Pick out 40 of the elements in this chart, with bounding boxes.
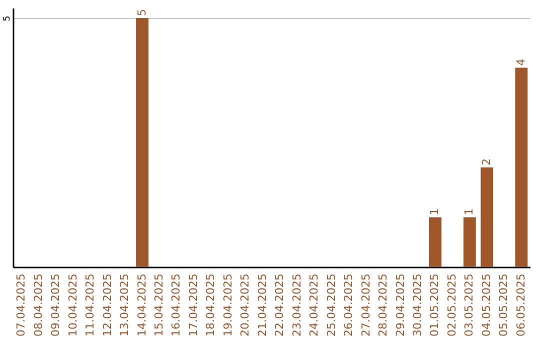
bar xyxy=(480,167,494,267)
data-label: 5 xyxy=(135,8,148,16)
x-tick-label: 22.04.2025 xyxy=(273,274,286,336)
x-tick-label: 19.04.2025 xyxy=(221,274,234,336)
x-tick-label: 07.04.2025 xyxy=(14,274,28,336)
x-tick-label: 09.04.2025 xyxy=(49,274,62,336)
bar xyxy=(136,18,148,267)
bar xyxy=(463,217,476,267)
x-tick-label: 02.05.2025 xyxy=(445,274,458,336)
x-tick-label: 28.04.2025 xyxy=(376,274,390,336)
x-tick-label: 16.04.2025 xyxy=(170,274,183,336)
data-label: 4 xyxy=(514,58,528,66)
x-tick-label: 12.04.2025 xyxy=(100,274,114,336)
bar xyxy=(429,217,442,267)
x-tick-label: 23.04.2025 xyxy=(290,274,304,336)
data-label: 1 xyxy=(462,208,476,216)
x-tick-label: 06.05.2025 xyxy=(514,274,528,336)
data-label: 2 xyxy=(480,158,493,166)
x-tick-label: 24.04.2025 xyxy=(308,274,321,336)
x-tick-label: 17.04.2025 xyxy=(186,274,200,336)
x-tick-label: 05.05.2025 xyxy=(497,274,510,336)
x-tick-label: 04.05.2025 xyxy=(480,274,493,336)
x-tick-label: 20.04.2025 xyxy=(238,274,252,336)
x-tick-label: 14.04.2025 xyxy=(135,274,148,336)
x-tick-label: 10.04.2025 xyxy=(66,274,80,336)
x-tick-label: 18.04.2025 xyxy=(204,274,218,336)
x-tick-label: 30.04.2025 xyxy=(410,274,424,336)
x-tick-label: 25.04.2025 xyxy=(324,274,338,336)
x-tick-label: 21.04.2025 xyxy=(256,274,269,336)
x-tick-label: 03.05.2025 xyxy=(462,274,476,336)
bar xyxy=(515,68,528,267)
x-tick-label: 29.04.2025 xyxy=(394,274,407,336)
x-tick-label: 27.04.2025 xyxy=(359,274,372,336)
x-tick-label: 01.05.2025 xyxy=(428,274,442,336)
x-tick-label: 26.04.2025 xyxy=(342,274,356,336)
x-tick-label: 08.04.2025 xyxy=(32,274,45,336)
x-tick-label: 11.04.2025 xyxy=(84,274,97,336)
data-label: 1 xyxy=(428,208,442,216)
x-tick-label: 15.04.2025 xyxy=(152,274,166,336)
x-tick-label: 13.04.2025 xyxy=(118,274,132,336)
